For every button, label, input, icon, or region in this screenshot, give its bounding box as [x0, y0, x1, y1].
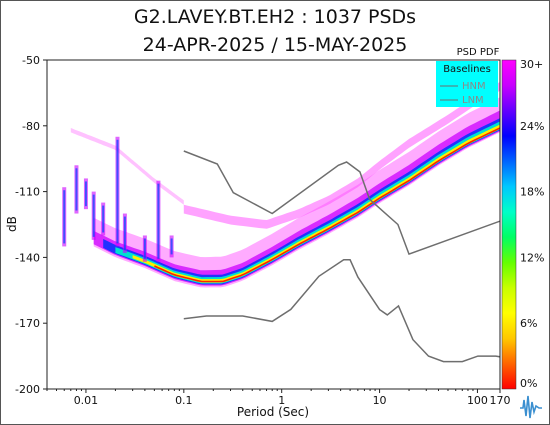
pdf-inner-band [115, 121, 500, 284]
pdf-spike-core [116, 139, 119, 244]
pdf-spike-core [143, 238, 146, 259]
colorbar-tick-label: 0% [520, 377, 537, 390]
y-tick-label: -170 [15, 317, 40, 330]
colorbar-title: PSD PDF [457, 47, 500, 58]
x-tick-label: 170 [490, 394, 511, 407]
pdf-density-layer [62, 81, 500, 288]
pdf-spike-core [170, 238, 173, 255]
y-tick-label: -80 [22, 120, 40, 133]
x-tick-label: 10 [373, 394, 387, 407]
y-tick-label: -50 [22, 54, 40, 67]
lnm-line [183, 259, 500, 363]
pdf-spike-core [102, 205, 105, 233]
x-axis-label: Period (Sec) [237, 405, 309, 419]
y-tick-label: -200 [15, 383, 40, 396]
chart-subtitle: 24-APR-2025 / 15-MAY-2025 [142, 34, 408, 56]
y-axis-ticks: -50 -80 -110 -140 -170 -200 [15, 54, 47, 396]
colorbar-tick-label: 18% [520, 186, 544, 199]
pdf-spike-core [84, 181, 87, 207]
pdf-halo-band [93, 97, 500, 288]
chart-title: G2.LAVEY.BT.EH2 : 1037 PSDs [133, 6, 417, 28]
pdf-mode-line [154, 127, 500, 283]
colorbar-tick-label: 12% [520, 251, 544, 264]
pdf-upper-arc [70, 128, 184, 205]
x-axis-ticks: 0.01 0.1 1 10 100 170 [46, 389, 511, 407]
legend: Baselines HNM LNM [436, 61, 498, 107]
colorbar-tick-label: 6% [520, 317, 537, 330]
colorbar-tick-label: 24% [520, 120, 544, 133]
pdf-spike-core [63, 190, 66, 244]
y-tick-label: -110 [15, 186, 40, 199]
pdf-spike-core [92, 194, 95, 237]
colorbar [501, 59, 517, 390]
hnm-line [183, 150, 500, 256]
colorbar-ticks: 30+ 24% 18% 12% 6% 0% [520, 58, 544, 390]
plot-border [46, 59, 501, 390]
pdf-secondary-band [183, 81, 500, 229]
x-tick-label: 0.1 [175, 394, 193, 407]
x-tick-label: 100 [467, 394, 488, 407]
legend-title: Baselines [443, 64, 491, 75]
seismic-logo-icon [520, 395, 542, 419]
pdf-spike-core [75, 168, 78, 211]
pdf-spike-core [157, 183, 160, 259]
baseline-lines [183, 150, 500, 363]
legend-item-hnm: HNM [462, 81, 486, 92]
legend-item-lnm: LNM [462, 95, 484, 106]
y-tick-label: -140 [15, 251, 40, 264]
x-tick-label: 1 [278, 394, 285, 407]
legend-box [436, 61, 498, 107]
colorbar-tick-label: 30+ [520, 58, 543, 71]
y-axis-label: dB [5, 216, 19, 232]
pdf-spike-core [123, 216, 126, 251]
x-tick-label: 0.01 [74, 394, 99, 407]
